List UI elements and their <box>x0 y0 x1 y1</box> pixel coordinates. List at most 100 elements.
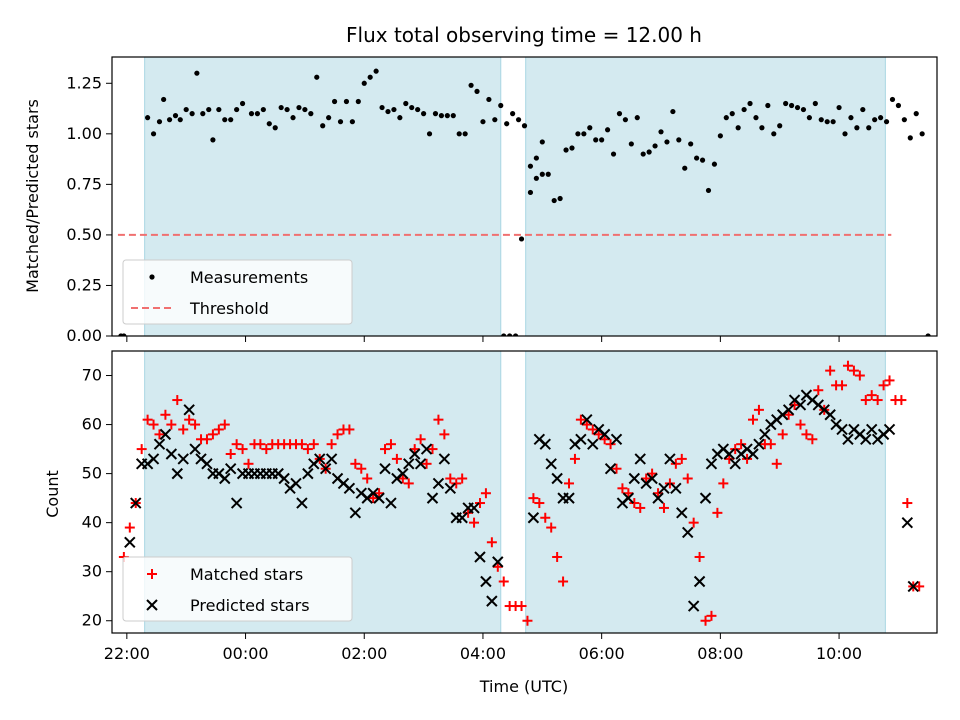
matched-point <box>445 473 456 484</box>
matched-point <box>190 419 201 430</box>
matched-point <box>860 395 871 406</box>
matched-point <box>391 453 402 464</box>
matched-point <box>789 399 800 410</box>
measurement-point <box>379 104 385 111</box>
measurement-point <box>415 106 421 113</box>
predicted-point <box>658 482 670 495</box>
measurement-point <box>320 123 326 129</box>
measurement-point <box>194 70 200 76</box>
predicted-point <box>883 423 896 436</box>
predicted-point <box>676 507 688 519</box>
matched-point <box>261 444 272 455</box>
matched-point <box>854 370 865 381</box>
measurement-point <box>331 98 338 105</box>
matched-point <box>623 488 634 499</box>
matched-point <box>332 429 343 440</box>
measurement-point <box>616 111 623 117</box>
predicted-point <box>314 453 326 465</box>
measurement-point <box>747 100 753 107</box>
matched-point <box>374 488 385 499</box>
measurement-point <box>907 135 913 141</box>
measurement-point <box>569 145 575 151</box>
predicted-point <box>177 453 189 465</box>
predicted-point <box>527 512 540 524</box>
matched-point <box>219 419 230 430</box>
predicted-point <box>432 477 445 490</box>
matched-point <box>724 453 735 464</box>
y-tick-label: 0.50 <box>66 225 102 244</box>
predicted-point <box>474 551 486 563</box>
predicted-point <box>622 492 635 504</box>
matched-point <box>522 615 533 626</box>
measurement-point <box>373 68 379 74</box>
predicted-point <box>492 556 504 568</box>
measurement-point <box>711 161 718 167</box>
measurement-point <box>735 125 741 131</box>
y-tick-label: 70 <box>82 366 102 385</box>
matched-point <box>178 424 189 435</box>
predicted-point <box>866 423 878 436</box>
predicted-point <box>670 482 682 495</box>
matched-point <box>742 453 753 464</box>
predicted-point <box>456 512 468 524</box>
measurement-point <box>492 117 498 123</box>
measurement-point <box>121 333 127 336</box>
matched-point <box>848 365 859 376</box>
predicted-point <box>349 507 362 519</box>
measurement-point <box>150 131 157 137</box>
measurement-point <box>156 119 163 125</box>
matched-point <box>801 429 812 440</box>
measurement-point <box>444 113 450 119</box>
predicted-point <box>444 482 457 495</box>
measurement-point <box>652 143 658 149</box>
measurement-point <box>426 131 433 137</box>
measurement-point <box>391 106 397 113</box>
measurement-point <box>254 111 261 117</box>
matched-point <box>718 478 729 489</box>
predicted-point <box>705 458 718 470</box>
matched-point <box>552 551 563 562</box>
observing-window-2 <box>525 56 886 337</box>
x-axis-label: Time (UTC) <box>479 677 568 696</box>
measurement-point <box>604 127 611 133</box>
measurement-point <box>729 111 735 117</box>
matched-point <box>136 444 147 455</box>
matched-point <box>771 458 782 469</box>
matched-point <box>700 615 711 626</box>
measurement-point <box>818 117 824 123</box>
predicted-point <box>159 428 172 441</box>
predicted-point <box>414 458 427 470</box>
measurement-point <box>658 129 664 135</box>
measurement-point <box>866 125 872 131</box>
measurement-point <box>812 100 818 107</box>
matched-point <box>421 458 432 469</box>
matched-point <box>486 537 497 548</box>
measurement-point <box>551 197 557 204</box>
matched-point <box>148 419 159 430</box>
predicted-point <box>842 433 854 445</box>
matched-point <box>569 453 580 464</box>
measurement-point <box>895 102 902 109</box>
matched-point <box>825 365 836 376</box>
matched-point <box>160 409 171 420</box>
measurement-point <box>355 98 361 105</box>
matched-point <box>736 439 747 450</box>
matched-point <box>593 429 604 440</box>
matched-point <box>575 414 586 425</box>
x-tick-label: 10:00 <box>816 644 862 663</box>
matched-point <box>362 473 373 484</box>
predicted-point <box>201 458 213 470</box>
y-axis-label-ratio: Matched/Predicted stars <box>23 99 42 293</box>
y-tick-label: 60 <box>82 415 102 434</box>
measurement-point <box>266 121 272 127</box>
measurement-point <box>539 171 545 177</box>
measurement-point <box>409 104 415 111</box>
data-marks <box>118 68 931 336</box>
matched-point <box>255 439 266 450</box>
predicted-point <box>628 472 641 485</box>
measurement-point <box>177 117 183 123</box>
predicted-point <box>747 448 759 460</box>
measurement-point <box>753 115 759 121</box>
measurement-point <box>682 165 688 171</box>
measurement-point <box>676 137 682 143</box>
